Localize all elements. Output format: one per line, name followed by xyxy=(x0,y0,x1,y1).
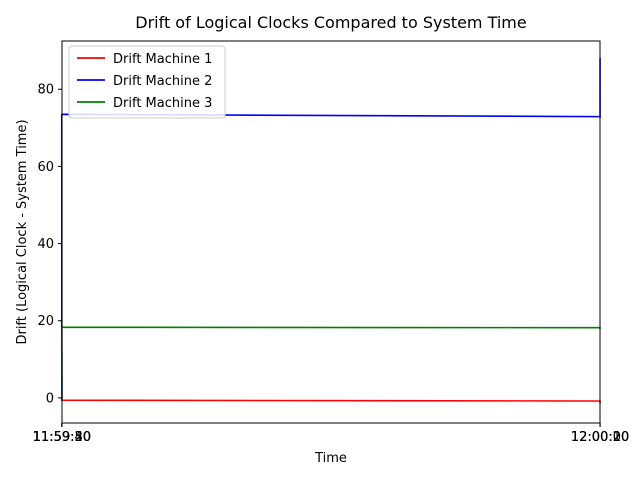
x-axis-label: Time xyxy=(314,451,347,466)
y-tick-label: 60 xyxy=(37,160,54,175)
x-tick-label: 11:59:30 xyxy=(33,430,91,445)
chart-title: Drift of Logical Clocks Compared to Syst… xyxy=(135,13,526,32)
legend-label: Drift Machine 1 xyxy=(113,52,212,67)
legend-box xyxy=(68,45,226,119)
series-line-3 xyxy=(60,326,601,402)
legend-label: Drift Machine 2 xyxy=(113,74,212,89)
x-tick-label: 12:00:20 xyxy=(571,430,629,445)
y-axis-label: Drift (Logical Clock - System Time) xyxy=(15,119,30,344)
plot-frame xyxy=(61,40,601,424)
y-tick-label: 80 xyxy=(37,83,54,98)
x-tick-label: 11:59:50 xyxy=(33,430,91,445)
x-tick-label: 11:59:20 xyxy=(33,430,91,445)
x-tick-label: 12:00:10 xyxy=(571,430,629,445)
x-tick-label: 12:00:00 xyxy=(571,430,629,445)
legend-label: Drift Machine 3 xyxy=(113,96,212,111)
y-axis: 0 20 40 60 80 xyxy=(37,83,62,406)
x-tick-label: 11:59:40 xyxy=(33,430,91,445)
series-line-1 xyxy=(60,395,601,404)
legend: Drift Machine 1 Drift Machine 2 Drift Mach… xyxy=(68,45,226,119)
y-tick-label: 20 xyxy=(37,314,54,329)
y-tick-label: 40 xyxy=(37,237,54,252)
y-tick-label: 0 xyxy=(46,391,54,406)
